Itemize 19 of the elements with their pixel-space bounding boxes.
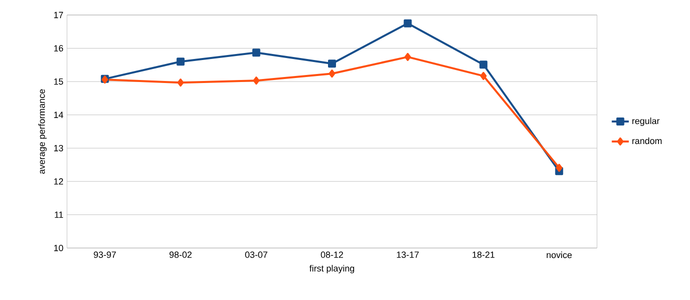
x-tick-label: 18-21 <box>472 252 494 258</box>
y-tick-label: 16 <box>54 45 64 52</box>
x-tick-label: novice <box>546 252 572 258</box>
y-tick-label: 13 <box>54 144 64 152</box>
legend-label: random <box>632 137 662 144</box>
y-axis-title: average performance <box>38 89 47 174</box>
x-tick-label: 98-02 <box>170 252 192 258</box>
y-tick-label: 14 <box>54 112 64 118</box>
x-tick-label: 13-17 <box>396 252 419 258</box>
legend-label: regular <box>632 118 660 126</box>
y-tick-label: 17 <box>54 12 64 18</box>
x-tick-label: 08-12 <box>320 252 344 258</box>
x-tick-label: 03-07 <box>245 252 268 258</box>
y-tick-label: 12 <box>54 178 64 185</box>
y-tick-label: 10 <box>54 244 64 252</box>
y-tick-label: 11 <box>54 212 64 218</box>
x-axis-title: first playing <box>309 264 354 274</box>
x-tick-label: 93-97 <box>94 252 116 258</box>
y-tick-label: 15 <box>54 78 64 85</box>
